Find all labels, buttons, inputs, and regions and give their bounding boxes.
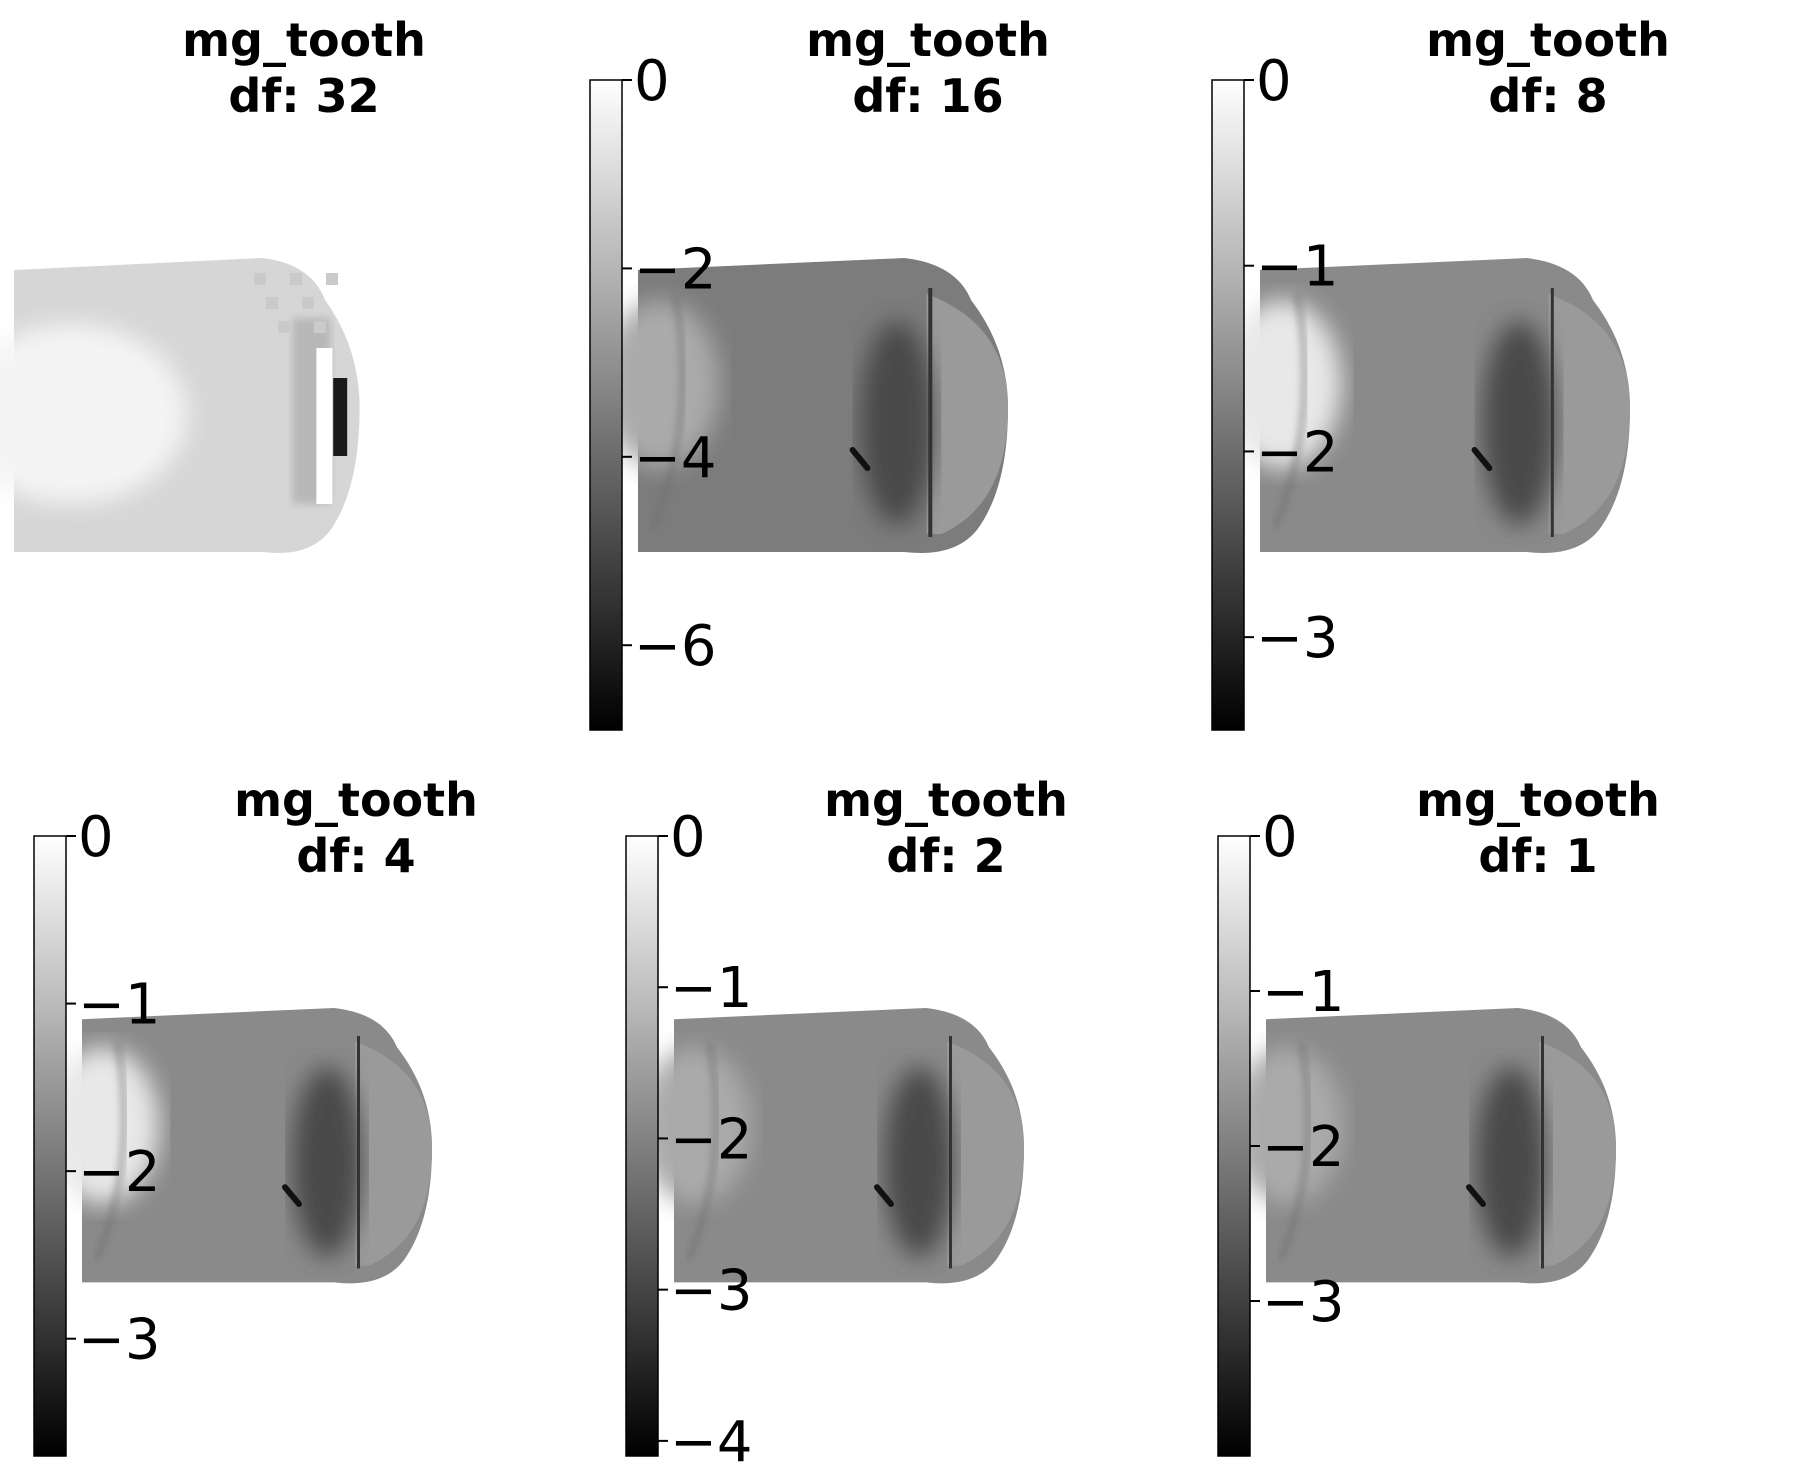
- colorbar-tick-label: −2: [1256, 420, 1339, 485]
- tooth-cap: [1548, 294, 1630, 534]
- dark-region: [292, 1066, 362, 1258]
- bright-region: [47, 1047, 159, 1204]
- dark-region: [884, 1066, 954, 1258]
- colorbar-tick-label: −2: [634, 237, 717, 302]
- pixel-block: [314, 321, 326, 333]
- panel-title-df: df: 2: [886, 829, 1005, 883]
- colorbar-tick-label: −2: [1262, 1115, 1345, 1180]
- bright-region: [601, 300, 720, 468]
- tooth-image: [47, 1008, 432, 1284]
- bright-region: [1231, 1047, 1343, 1204]
- defect-mark: [282, 1184, 302, 1207]
- colorbar: 0 −1 −2 −3: [1211, 49, 1339, 731]
- tooth-image: [601, 258, 1008, 553]
- internal-boundary: [651, 293, 684, 529]
- pixel-block: [290, 273, 302, 285]
- bright-region: [0, 324, 187, 504]
- colorbar-tick-label: −1: [1256, 235, 1339, 300]
- colorbar-tick-label: −2: [78, 1140, 161, 1205]
- colorbar-tick-label: 0: [670, 805, 706, 870]
- internal-boundary: [94, 1041, 126, 1261]
- edge-highlight: [316, 348, 333, 504]
- colorbar-tick-label: −4: [634, 426, 717, 491]
- colorbar-tick-label: −3: [670, 1259, 753, 1324]
- tooth-cap: [926, 294, 1008, 534]
- colorbar-tick-label: 0: [78, 805, 114, 870]
- panel-title-df: df: 8: [1488, 69, 1607, 123]
- panel-title-df: df: 1: [1478, 829, 1597, 883]
- internal-boundary: [1278, 1041, 1310, 1261]
- dark-region: [1476, 1066, 1546, 1258]
- internal-boundary: [1273, 293, 1306, 529]
- colorbar-gradient: [625, 835, 659, 1457]
- colorbar-gradient: [33, 835, 67, 1457]
- tooth-cap: [1539, 1041, 1616, 1266]
- tooth-image: [0, 258, 360, 553]
- panel-title-df: df: 4: [296, 829, 415, 883]
- pixel-block: [278, 321, 290, 333]
- colorbar-tick-label: −1: [670, 956, 753, 1021]
- colorbar: 0 −1 −2 −3 −4: [625, 805, 753, 1475]
- bright-region: [639, 1047, 751, 1204]
- colorbar-tick-label: 0: [1262, 805, 1298, 870]
- colorbar-tick-label: −3: [78, 1308, 161, 1373]
- colorbar-gradient: [1217, 835, 1251, 1457]
- defect-mark: [1471, 447, 1493, 471]
- colorbar-tick-label: −1: [78, 973, 161, 1038]
- colorbar: 0 −2 −4 −6: [589, 49, 717, 731]
- panel-title-sample: mg_tooth: [1426, 13, 1670, 67]
- defect-mark: [874, 1184, 894, 1207]
- bright-region: [1223, 300, 1342, 468]
- defect-mark: [849, 447, 871, 471]
- tooth-cap: [947, 1041, 1024, 1266]
- colorbar-tick-label: −2: [670, 1107, 753, 1172]
- colorbar-tick-label: −1: [1262, 960, 1345, 1025]
- pixel-block: [326, 273, 338, 285]
- panel-title-df: df: 32: [228, 69, 379, 123]
- colorbar-tick-label: 0: [634, 49, 670, 114]
- colorbar-tick-label: 0: [1256, 49, 1292, 114]
- pixel-block: [266, 297, 278, 309]
- colorbar: 0 −1 −2 −3: [33, 805, 161, 1457]
- tooth-image: [1223, 258, 1630, 553]
- defect-mark: [1466, 1184, 1486, 1207]
- colorbar: 0 −1 −2 −3: [1217, 805, 1345, 1457]
- colorbar-tick-label: −6: [634, 614, 717, 679]
- colorbar-gradient: [1211, 79, 1245, 731]
- colorbar-gradient: [589, 79, 623, 731]
- colorbar-tick-label: −4: [670, 1410, 753, 1475]
- panel-title-sample: mg_tooth: [234, 773, 478, 827]
- panel-title-sample: mg_tooth: [824, 773, 1068, 827]
- tooth-image: [1231, 1008, 1616, 1284]
- dark-region: [860, 321, 934, 525]
- pixel-block: [254, 273, 266, 285]
- tooth-cap: [355, 1041, 432, 1266]
- internal-boundary: [686, 1041, 718, 1261]
- edge-shadow: [333, 378, 348, 456]
- panel-title-df: df: 16: [852, 69, 1003, 123]
- panel-title-sample: mg_tooth: [182, 13, 426, 67]
- panel-title-sample: mg_tooth: [806, 13, 1050, 67]
- pixel-block: [302, 297, 314, 309]
- colorbar-tick-label: −3: [1256, 606, 1339, 671]
- tooth-image: [639, 1008, 1024, 1284]
- panel-title-sample: mg_tooth: [1416, 773, 1660, 827]
- colorbar-tick-label: −3: [1262, 1270, 1345, 1335]
- dark-region: [1482, 321, 1556, 525]
